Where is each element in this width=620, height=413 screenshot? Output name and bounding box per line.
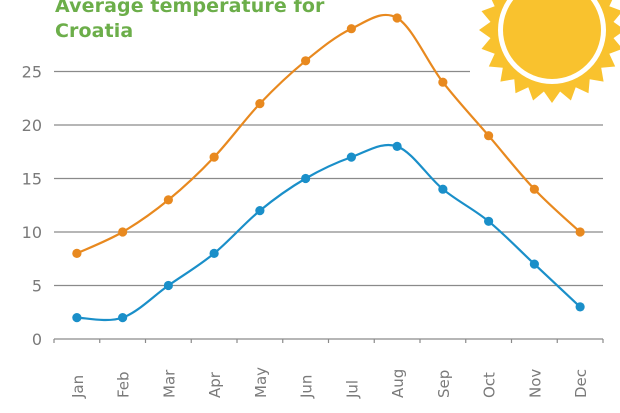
series-high bbox=[72, 13, 585, 258]
series-low bbox=[72, 141, 585, 323]
data-point bbox=[72, 313, 82, 323]
data-point bbox=[301, 173, 311, 184]
x-axis: Jan Feb Mar Apr May Jun Jul Aug Sep Oct Nov Dec bbox=[53, 338, 604, 399]
data-point bbox=[209, 152, 219, 162]
x-tick-label: Oct bbox=[481, 372, 499, 398]
sun-disc bbox=[503, 0, 601, 79]
chart-title-line-1: Average temperature for bbox=[55, 0, 325, 17]
sun-icon bbox=[479, 0, 620, 103]
data-point bbox=[575, 302, 585, 312]
x-tick-label: Dec bbox=[572, 369, 590, 398]
y-axis-ticks: 0 5 10 15 20 25 bbox=[22, 63, 42, 350]
data-point bbox=[392, 13, 402, 23]
data-point bbox=[72, 248, 82, 258]
chart-title: Average temperature for Croatia bbox=[55, 0, 325, 44]
x-tick-label: Sep bbox=[435, 370, 453, 398]
x-tick-label: Apr bbox=[206, 371, 224, 398]
data-point bbox=[163, 280, 173, 291]
series-group bbox=[72, 13, 585, 323]
x-tick-label: Jun bbox=[298, 375, 316, 399]
data-point bbox=[575, 227, 585, 237]
x-tick-label: Mar bbox=[160, 369, 178, 398]
data-point bbox=[484, 131, 494, 141]
data-point bbox=[209, 248, 219, 258]
y-tick-label: 20 bbox=[22, 116, 42, 135]
data-point bbox=[438, 77, 448, 87]
data-point bbox=[529, 259, 539, 269]
x-tick-label: Jan bbox=[69, 375, 87, 399]
x-tick-label: Feb bbox=[115, 371, 133, 398]
x-tick-label: Aug bbox=[389, 369, 407, 398]
data-point bbox=[529, 184, 539, 194]
data-point bbox=[163, 195, 173, 205]
y-tick-label: 10 bbox=[22, 223, 42, 242]
data-point bbox=[346, 152, 356, 162]
data-point bbox=[118, 313, 128, 323]
data-point bbox=[484, 216, 494, 226]
data-point bbox=[301, 56, 311, 66]
data-point bbox=[118, 227, 128, 237]
y-tick-label: 5 bbox=[32, 277, 42, 296]
data-point bbox=[438, 184, 448, 194]
y-tick-label: 25 bbox=[22, 63, 42, 82]
chart-title-line-2: Croatia bbox=[55, 20, 134, 42]
data-point bbox=[255, 99, 265, 109]
gridlines bbox=[54, 70, 603, 287]
data-point bbox=[255, 206, 265, 216]
data-point bbox=[392, 141, 402, 151]
x-tick-label: May bbox=[252, 367, 270, 398]
y-tick-label: 15 bbox=[22, 170, 42, 189]
data-point bbox=[346, 24, 356, 34]
x-tick-label: Nov bbox=[526, 369, 544, 398]
y-tick-label: 0 bbox=[32, 330, 42, 349]
x-tick-label: Jul bbox=[343, 380, 361, 399]
